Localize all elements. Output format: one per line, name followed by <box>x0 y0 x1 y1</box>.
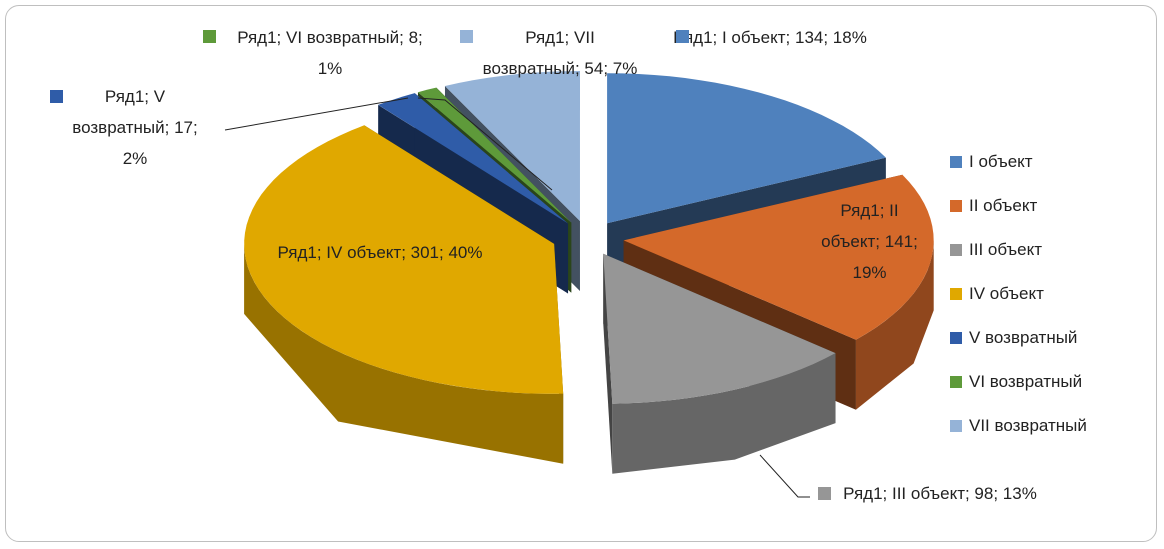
legend-item: VI возвратный <box>950 372 1082 392</box>
legend-swatch <box>950 200 962 212</box>
slice-wall <box>855 240 934 410</box>
slice <box>244 125 564 394</box>
legend-swatch <box>950 376 962 388</box>
slice <box>623 174 934 340</box>
leader-line <box>224 97 409 131</box>
legend-swatch <box>950 156 962 168</box>
data-label: Ряд1; I объект; 134; 18% <box>673 28 867 47</box>
data-label: Ряд1; VII возвратный; 54; 7% <box>482 28 638 78</box>
legend-swatch <box>950 288 962 300</box>
label-key <box>203 30 216 43</box>
slice <box>607 73 886 224</box>
legend-label: VII возвратный <box>969 416 1087 435</box>
legend-swatch <box>950 244 962 256</box>
label-key <box>676 30 689 43</box>
legend-swatch <box>950 420 962 432</box>
legend-item: I объект <box>950 152 1033 172</box>
slice-wall <box>612 353 836 474</box>
leader-line <box>417 97 553 191</box>
legend-item: V возвратный <box>950 328 1077 348</box>
leader-line <box>759 454 810 498</box>
data-label: Ряд1; VI возвратный; 8; 1% <box>237 28 423 78</box>
legend-label: I объект <box>969 152 1033 171</box>
legend-label: III объект <box>969 240 1043 259</box>
data-label: Ряд1; II объект; 141; 19% <box>821 201 918 282</box>
legend-item: VII возвратный <box>950 416 1087 436</box>
legend-item: IV объект <box>950 284 1044 304</box>
legend-item: II объект <box>950 196 1037 216</box>
legend-label: II объект <box>969 196 1038 215</box>
slice <box>603 253 836 404</box>
legend-item: III объект <box>950 240 1042 260</box>
data-label: Ряд1; IV объект; 301; 40% <box>277 243 483 262</box>
chart-frame <box>5 5 1157 542</box>
legend-label: VI возвратный <box>969 372 1083 391</box>
slice <box>417 87 572 223</box>
data-label: Ряд1; V возвратный; 17; 2% <box>72 87 198 168</box>
label-key <box>460 30 473 43</box>
slice <box>378 93 569 224</box>
data-label: Ряд1; III объект; 98; 13% <box>843 484 1037 503</box>
label-key <box>818 487 831 500</box>
legend-swatch <box>950 332 962 344</box>
slice-wall <box>244 243 564 464</box>
slice-side <box>603 253 613 474</box>
slice <box>445 71 580 222</box>
legend-label: V возвратный <box>969 328 1078 347</box>
legend-label: IV объект <box>969 284 1044 303</box>
label-key <box>50 90 63 103</box>
